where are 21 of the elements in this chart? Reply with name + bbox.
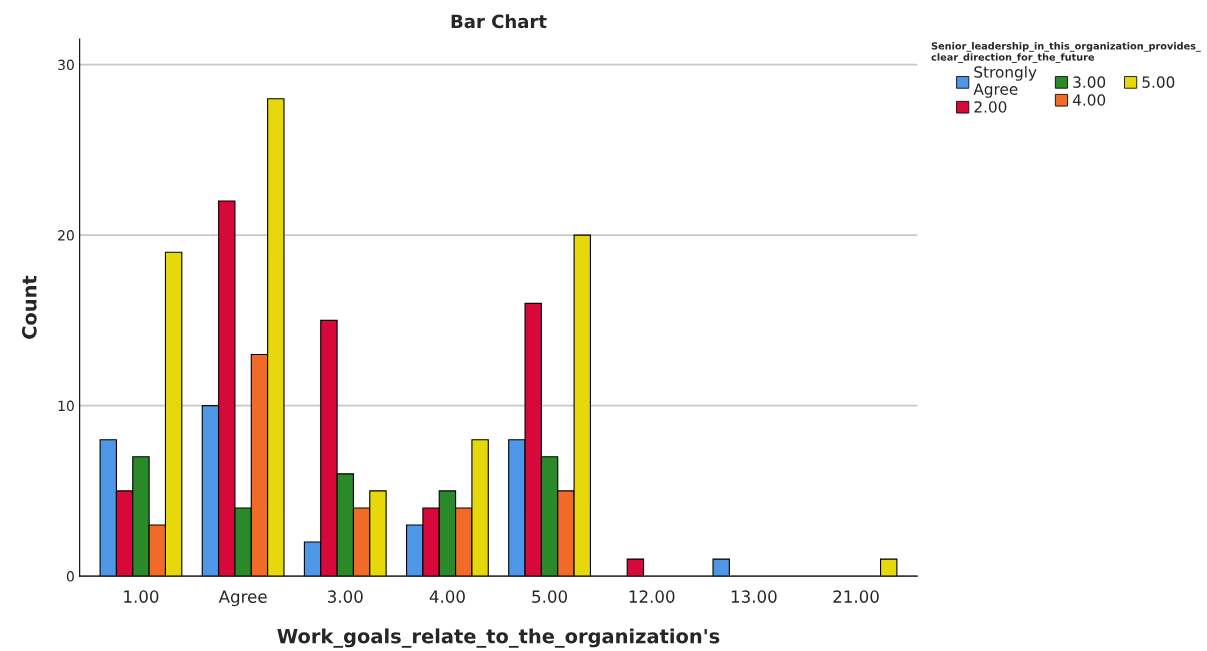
legend-title: Senior_leadership_in_this_organization_provides_ clear_direction_for_the_future bbox=[931, 42, 1201, 63]
x-tick-label: 5.00 bbox=[532, 590, 568, 603]
legend-label: 3.00 bbox=[1073, 76, 1106, 88]
legend-label: Strongly Agree bbox=[973, 65, 1037, 98]
y-tick-label: 0 bbox=[66, 571, 74, 582]
x-tick-label: 21.00 bbox=[833, 590, 879, 603]
x-axis-title: Work_goals_relate_to_the_organization's bbox=[277, 628, 720, 648]
x-tick-label: 1.00 bbox=[124, 590, 159, 603]
x-tick-label: 3.00 bbox=[327, 590, 363, 603]
legend-label: 5.00 bbox=[1142, 76, 1175, 88]
chart-title: Bar Chart bbox=[451, 14, 547, 29]
legend-label: 4.00 bbox=[1072, 94, 1106, 106]
x-tick-label: 13.00 bbox=[731, 590, 777, 603]
y-tick-label: 10 bbox=[58, 400, 74, 412]
x-tick-label: 12.00 bbox=[629, 590, 675, 603]
y-tick-label: 20 bbox=[58, 230, 74, 241]
y-tick-label: 30 bbox=[58, 59, 74, 71]
x-tick-label: 4.00 bbox=[429, 590, 465, 603]
y-axis-title: Count bbox=[21, 275, 37, 339]
x-tick-label: Agree bbox=[218, 590, 267, 607]
legend-label: 2.00 bbox=[974, 101, 1007, 113]
